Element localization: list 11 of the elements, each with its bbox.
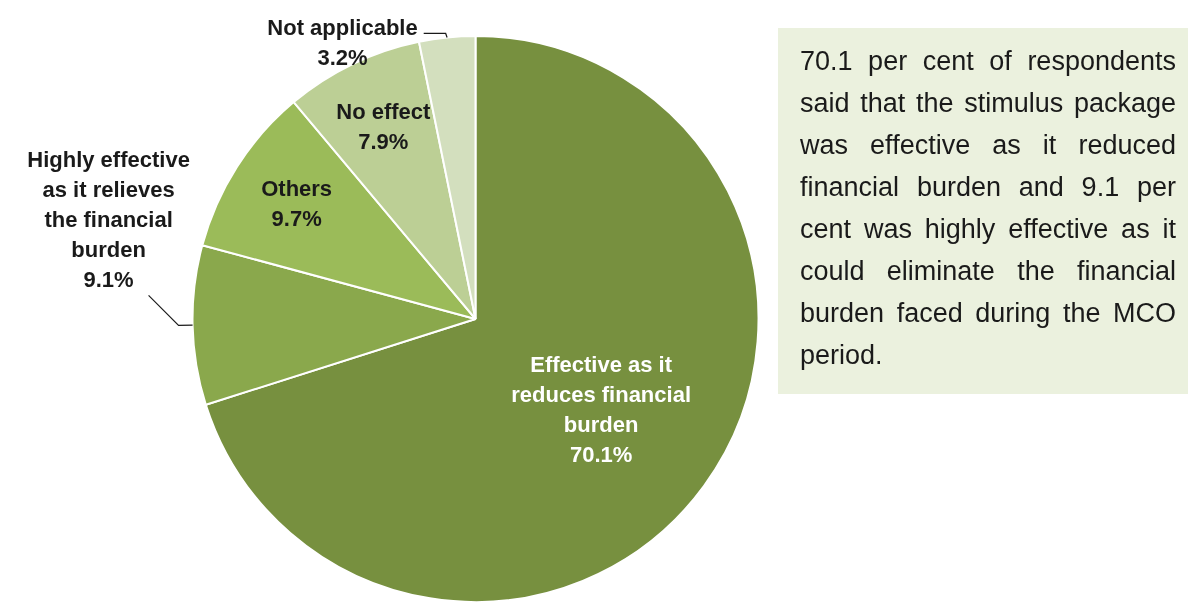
slice-label: Highly effective as it relieves the financial burden: [27, 147, 190, 263]
data-label: 3.2%: [317, 44, 368, 70]
text: 70.1 per cent of respondents said that the stimulus package was effective as it reduced financial burden and 9.1 per cent was highly effective as it could eliminate the financial burden faced during the MCO period.: [778, 28, 1188, 394]
slice-label: Not applicable: [267, 14, 418, 40]
data-label: 7.9%: [358, 128, 409, 154]
slice-label: Others: [261, 175, 333, 201]
data-label: 9.1%: [83, 267, 134, 293]
slice-label: Effective as it reduces financial burden: [511, 351, 692, 437]
slice-label: No effect: [336, 98, 432, 124]
data-label: 70.1%: [569, 441, 633, 467]
data-label: 9.7%: [271, 205, 322, 231]
